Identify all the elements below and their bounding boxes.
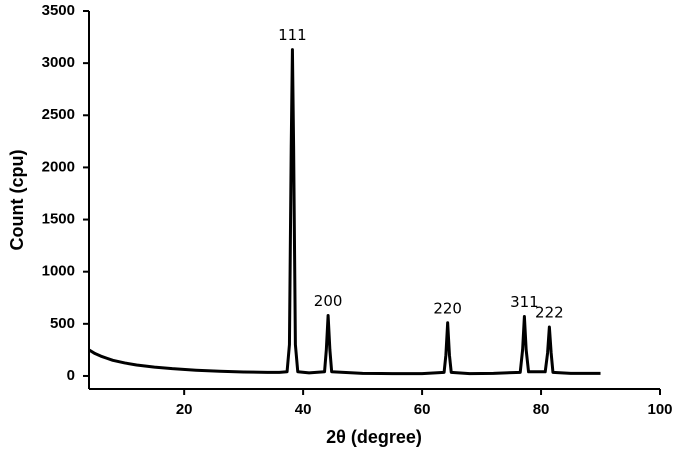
- peak-label: 111: [278, 26, 307, 44]
- peak-label: 311: [510, 293, 539, 311]
- y-axis-title: Count (cpu): [7, 150, 27, 251]
- x-tick-label: 80: [533, 401, 550, 418]
- x-axis-title: 2θ (degree): [326, 427, 422, 447]
- y-tick-label: 3500: [42, 2, 75, 19]
- y-tick-label: 0: [67, 367, 75, 384]
- y-tick-label: 500: [50, 315, 75, 332]
- x-tick-label: 20: [176, 401, 193, 418]
- y-tick-label: 3000: [42, 54, 75, 71]
- x-tick-label: 60: [414, 401, 431, 418]
- y-tick-label: 1000: [42, 263, 75, 280]
- y-tick-label: 2500: [42, 106, 75, 123]
- x-tick-label: 100: [647, 401, 672, 418]
- x-tick-label: 40: [295, 401, 312, 418]
- data-line: [88, 48, 601, 376]
- peak-label: 200: [314, 292, 343, 310]
- y-tick-label: 2000: [42, 158, 75, 175]
- y-tick-label: 1500: [42, 211, 75, 228]
- peak-label: 222: [535, 303, 564, 321]
- peak-label: 220: [433, 299, 462, 317]
